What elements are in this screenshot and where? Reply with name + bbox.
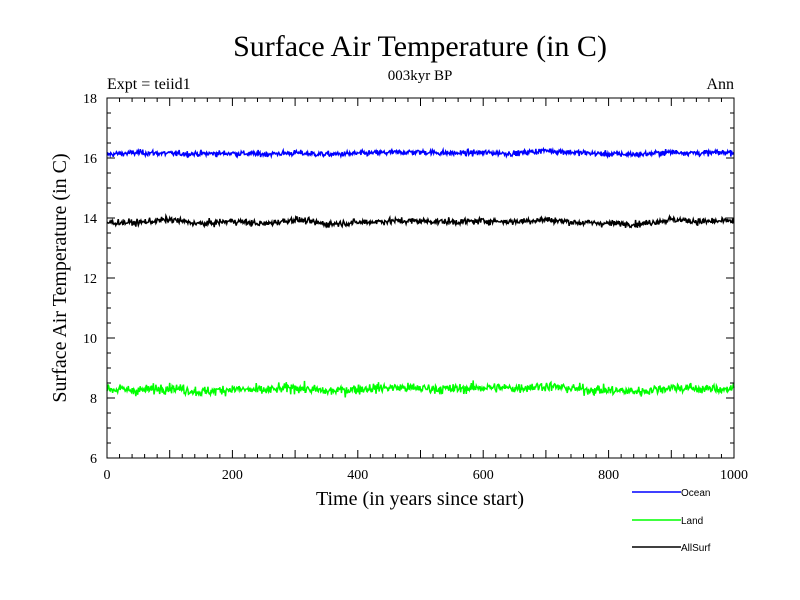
- series-line-land: [106, 380, 735, 398]
- chart-subtitle: 003kyr BP: [388, 68, 453, 84]
- y-tick-label: 10: [83, 332, 97, 347]
- series-line-allsurf: [106, 213, 735, 229]
- x-tick-label: 1000: [720, 468, 748, 483]
- series-layer: [106, 146, 735, 398]
- x-tick-label: 0: [104, 468, 111, 483]
- series-line-ocean: [106, 146, 735, 160]
- experiment-label: Expt = teiid1: [107, 76, 191, 93]
- x-tick-label: 800: [598, 468, 619, 483]
- legend-label-ocean: Ocean: [681, 488, 710, 499]
- y-axis-label: Surface Air Temperature (in C): [49, 153, 71, 402]
- y-tick-label: 14: [83, 212, 97, 227]
- chart-title: Surface Air Temperature (in C): [233, 30, 607, 63]
- y-tick-label: 12: [83, 272, 97, 287]
- axes-layer: 6 8 10 12 14 16 18 0 200 400 600 800 1000: [83, 92, 748, 483]
- x-tick-label: 400: [347, 468, 368, 483]
- x-tick-label: 600: [473, 468, 494, 483]
- season-label: Ann: [706, 76, 734, 93]
- y-tick-label: 18: [83, 92, 97, 107]
- y-tick-label: 16: [83, 152, 97, 167]
- y-tick-label: 6: [90, 452, 97, 467]
- y-tick-label: 8: [90, 392, 97, 407]
- x-axis-label: Time (in years since start): [316, 488, 524, 510]
- x-tick-label: 200: [222, 468, 243, 483]
- legend-label-land: Land: [681, 516, 703, 527]
- legend-label-allsurf: AllSurf: [681, 543, 711, 554]
- legend: Ocean Land AllSurf: [632, 488, 711, 554]
